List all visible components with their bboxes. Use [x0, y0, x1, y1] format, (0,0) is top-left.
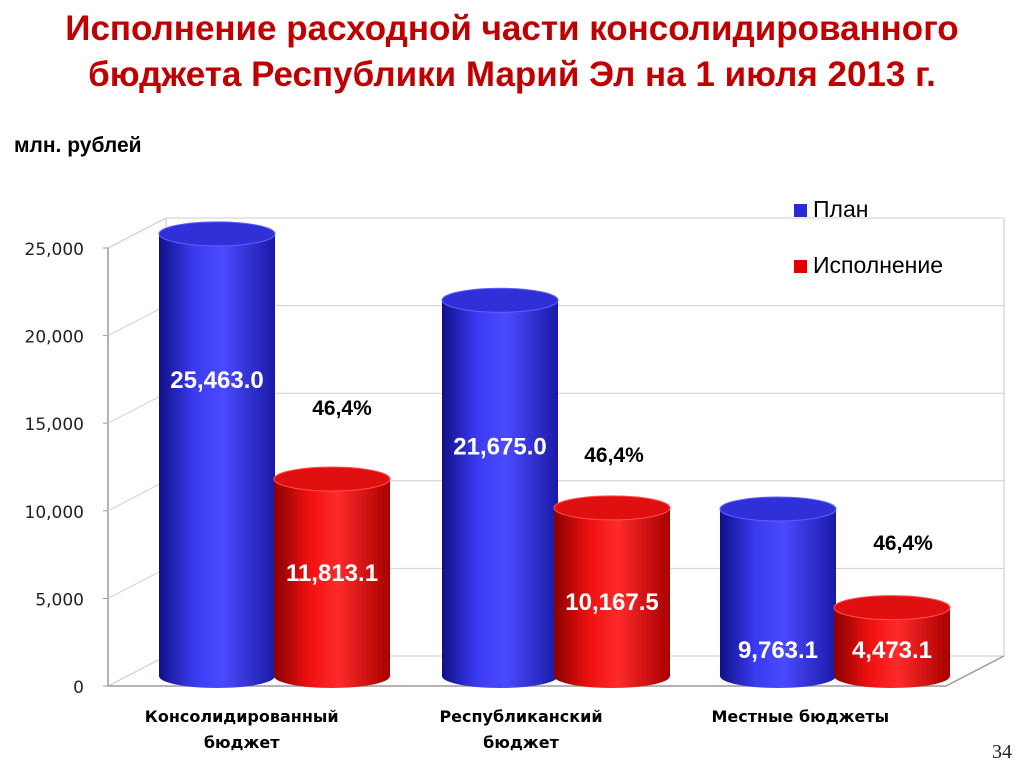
floor-edge: [945, 655, 1005, 687]
bar-top: [833, 595, 951, 621]
data-label: 21,675.0: [453, 433, 546, 460]
y-tick-label: 10,000: [25, 503, 84, 523]
gridline: [107, 217, 1004, 249]
percent-annotation: 46,4%: [584, 444, 644, 467]
bar-top: [158, 221, 276, 247]
legend: План Исполнение: [794, 196, 943, 278]
bar-execution: 11,813.1: [273, 466, 391, 688]
data-label: 10,167.5: [565, 589, 658, 616]
y-tick-label: 15,000: [25, 415, 84, 435]
bar-execution: 4,473.1: [833, 595, 951, 688]
x-category-label-line: бюджет: [204, 733, 280, 752]
y-tick-label: 0: [73, 678, 84, 698]
bar-top: [553, 495, 671, 521]
bar-plan: 21,675.0: [441, 287, 559, 688]
data-label: 25,463.0: [170, 367, 263, 394]
bar-plan: 9,763.1: [719, 496, 837, 688]
slide-title-line-1: Исполнение расходной части консолидирова…: [65, 9, 959, 48]
units-label: млн. рублей: [14, 134, 142, 157]
legend-swatch: [794, 260, 807, 273]
x-category-label-line: бюджет: [483, 733, 559, 752]
slide-title: Исполнение расходной части консолидирова…: [0, 6, 1024, 98]
x-category-label-line: Республиканский: [439, 707, 602, 726]
bar-top: [441, 287, 559, 313]
percent-annotation: 46,4%: [312, 397, 372, 420]
bar-execution: 10,167.5: [553, 495, 671, 688]
data-label: 11,813.1: [286, 560, 378, 587]
data-label: 9,763.1: [738, 637, 818, 664]
percent-annotation: 46,4%: [873, 532, 933, 555]
bar-body: [554, 507, 670, 688]
data-label: 4,473.1: [852, 637, 932, 664]
legend-swatch: [794, 204, 807, 217]
bar-top: [273, 466, 391, 492]
bar-plan: 25,463.0: [158, 221, 276, 688]
bar-body: [720, 508, 836, 688]
y-tick-label: 5,000: [35, 590, 84, 610]
legend-label: План: [813, 196, 868, 222]
bar-body: [274, 479, 390, 688]
x-category-label: Республиканский бюджет: [439, 707, 602, 752]
y-tick-label: 25,000: [25, 240, 84, 260]
x-category-label-line: Консолидированный: [145, 707, 339, 726]
x-category-label-line: Местные бюджеты: [712, 707, 890, 726]
legend-label: Исполнение: [813, 252, 943, 278]
y-tick-label: 20,000: [25, 328, 84, 348]
bar-body: [442, 300, 558, 688]
bar-body: [834, 607, 950, 688]
page-number: 34: [992, 741, 1012, 763]
bar-body: [159, 233, 275, 688]
bar-top: [719, 496, 837, 522]
slide-title-line-2: бюджета Республики Марий Эл на 1 июля 20…: [88, 55, 936, 94]
x-category-label: Местные бюджеты: [712, 707, 890, 726]
x-category-label: Консолидированный бюджет: [145, 707, 339, 752]
